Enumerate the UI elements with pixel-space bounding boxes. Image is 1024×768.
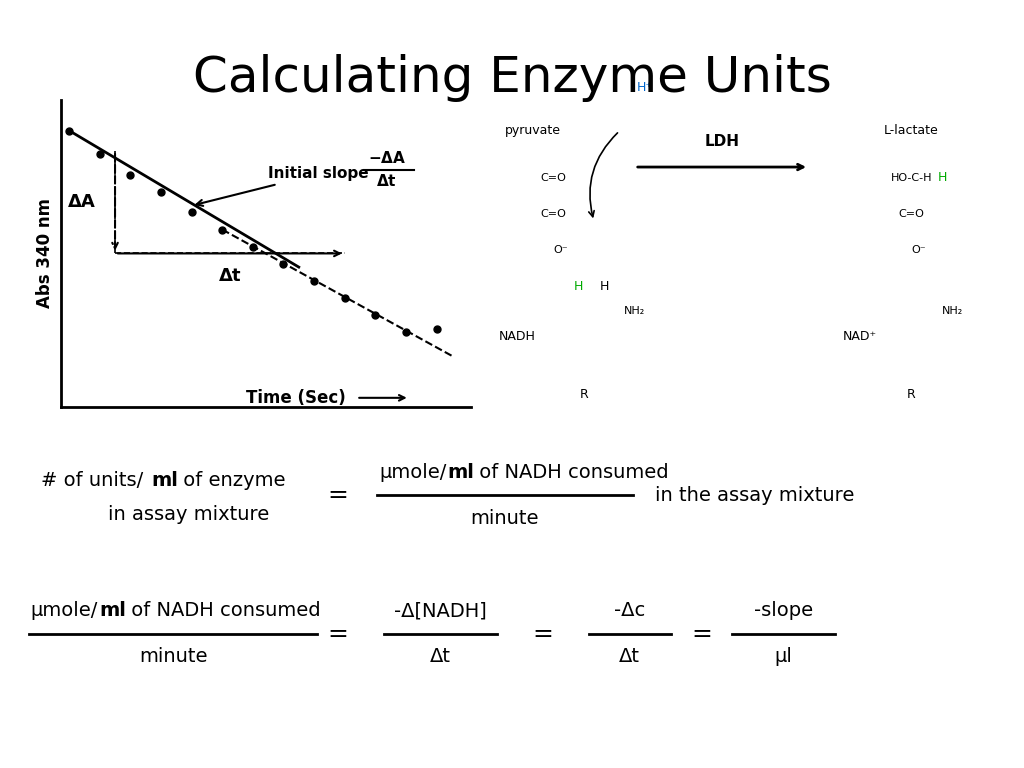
Text: C=O: C=O xyxy=(540,173,566,183)
Text: O⁻: O⁻ xyxy=(911,245,926,255)
Text: of NADH consumed: of NADH consumed xyxy=(473,463,669,482)
Text: NH₂: NH₂ xyxy=(942,306,963,316)
Text: ΔA: ΔA xyxy=(69,194,96,211)
Text: Initial slope: Initial slope xyxy=(197,167,369,206)
Text: pyruvate: pyruvate xyxy=(505,124,560,137)
Text: =: = xyxy=(328,483,348,508)
Text: Δt: Δt xyxy=(620,647,640,666)
Text: O⁻: O⁻ xyxy=(553,245,567,255)
Text: H: H xyxy=(573,280,584,293)
Text: H⁺: H⁺ xyxy=(637,81,653,94)
Text: μmole/: μmole/ xyxy=(379,463,446,482)
Text: in assay mixture: in assay mixture xyxy=(108,505,268,524)
Text: in the assay mixture: in the assay mixture xyxy=(655,486,855,505)
Text: H: H xyxy=(937,171,947,184)
Text: R: R xyxy=(580,388,588,401)
Text: L-lactate: L-lactate xyxy=(884,124,939,137)
Text: =: = xyxy=(691,621,712,646)
Text: NADH: NADH xyxy=(499,330,536,343)
Text: of NADH consumed: of NADH consumed xyxy=(125,601,321,620)
Text: NAD⁺: NAD⁺ xyxy=(843,330,878,343)
Text: =: = xyxy=(532,621,553,646)
Text: Calculating Enzyme Units: Calculating Enzyme Units xyxy=(193,54,831,102)
Text: ml: ml xyxy=(447,463,474,482)
Text: Δt: Δt xyxy=(218,267,241,285)
Text: of enzyme: of enzyme xyxy=(177,471,286,489)
Text: $\mathbf{-\Delta A}$: $\mathbf{-\Delta A}$ xyxy=(368,151,406,167)
Text: C=O: C=O xyxy=(898,209,925,219)
Text: $\mathbf{\Delta t}$: $\mathbf{\Delta t}$ xyxy=(377,174,397,189)
Text: μmole/: μmole/ xyxy=(31,601,98,620)
Text: R: R xyxy=(907,388,915,401)
Text: μl: μl xyxy=(774,647,793,666)
Y-axis label: Abs 340 nm: Abs 340 nm xyxy=(37,198,54,309)
Text: ml: ml xyxy=(152,471,178,489)
Text: -slope: -slope xyxy=(754,601,813,620)
Text: HO-C-H: HO-C-H xyxy=(891,173,932,183)
Text: Δt: Δt xyxy=(430,647,451,666)
Text: ml: ml xyxy=(99,601,126,620)
Text: C=O: C=O xyxy=(540,209,566,219)
Text: -Δc: -Δc xyxy=(614,601,645,620)
Text: H: H xyxy=(599,280,609,293)
Text: NH₂: NH₂ xyxy=(625,306,645,316)
Text: -Δ[NADH]: -Δ[NADH] xyxy=(394,601,486,620)
Text: =: = xyxy=(328,621,348,646)
Text: LDH: LDH xyxy=(705,134,739,149)
Text: minute: minute xyxy=(139,647,207,666)
Text: Time (Sec): Time (Sec) xyxy=(246,389,345,407)
Text: minute: minute xyxy=(471,509,539,528)
Text: # of units/: # of units/ xyxy=(41,471,143,489)
